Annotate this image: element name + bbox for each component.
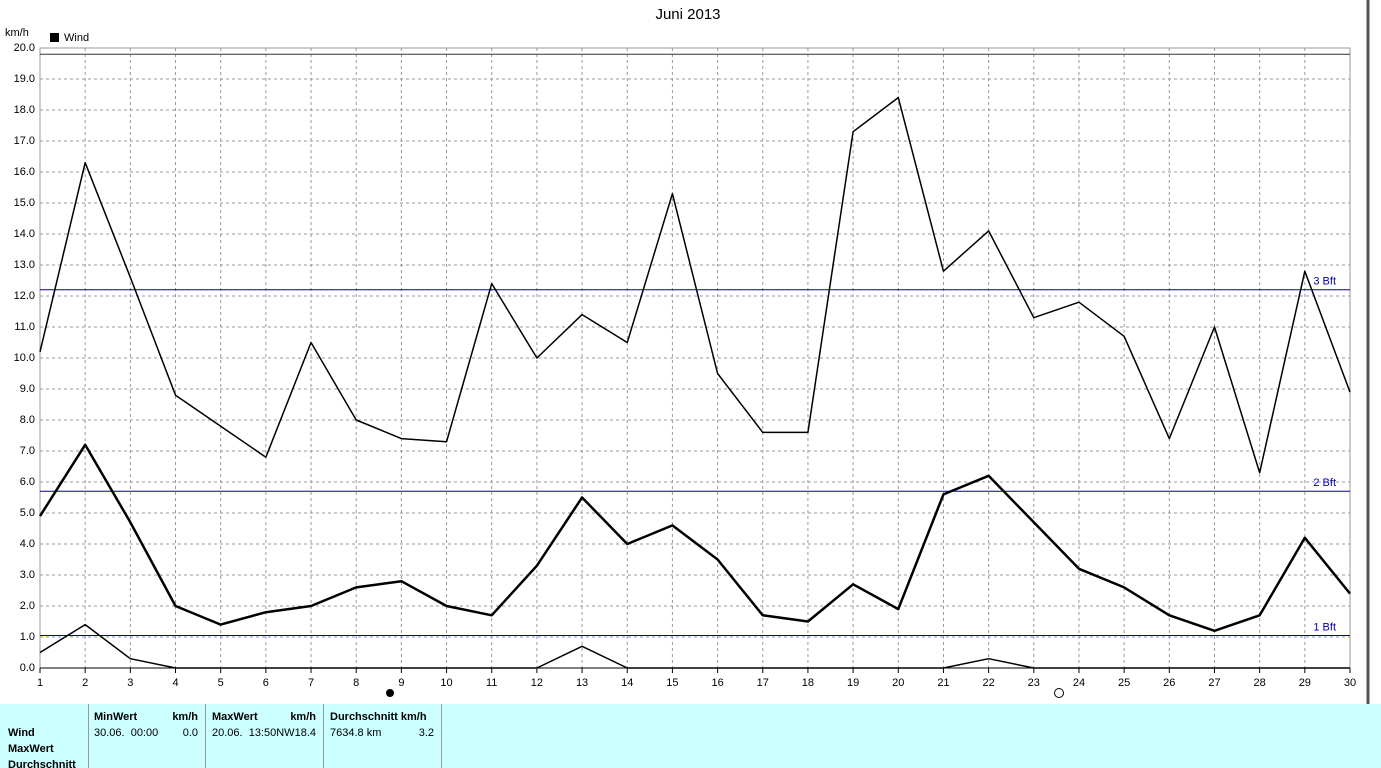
y-tick-label: 10.0 xyxy=(14,352,35,364)
column-separator xyxy=(441,704,442,768)
legend-swatch xyxy=(50,33,59,42)
y-tick-label: 5.0 xyxy=(20,507,35,519)
moon-full xyxy=(1054,688,1064,698)
x-tick-label: 18 xyxy=(802,677,814,689)
wind-line xyxy=(39,623,1350,669)
y-tick-label: 9.0 xyxy=(20,383,35,395)
x-tick-label: 6 xyxy=(263,677,269,689)
y-tick-label: 18.0 xyxy=(14,104,35,116)
reference-label: 1 Bft xyxy=(1313,621,1336,633)
x-tick-label: 20 xyxy=(892,677,904,689)
column-separator xyxy=(323,704,324,768)
y-tick-label: 7.0 xyxy=(20,445,35,457)
y-tick-label: 13.0 xyxy=(14,259,35,271)
y-tick-label: 0.0 xyxy=(20,662,35,674)
cell: 18.4 xyxy=(294,727,316,739)
x-tick-label: 23 xyxy=(1028,677,1040,689)
y-tick-label: 2.0 xyxy=(20,600,35,612)
x-tick-label: 8 xyxy=(353,677,359,689)
x-tick-label: 27 xyxy=(1208,677,1220,689)
x-tick-label: 15 xyxy=(666,677,678,689)
x-tick-label: 21 xyxy=(937,677,949,689)
x-tick-label: 13 xyxy=(576,677,588,689)
cell: 3.2 xyxy=(418,727,434,739)
x-tick-label: 29 xyxy=(1299,677,1311,689)
column-unit: km/h xyxy=(172,711,198,723)
x-tick-label: 11 xyxy=(486,677,497,689)
y-tick-label: 8.0 xyxy=(20,414,35,426)
x-tick-label: 4 xyxy=(172,677,178,689)
cell: 30.06. 00:00 xyxy=(94,727,159,739)
cell: 20.06. 13:50NW xyxy=(212,727,295,739)
y-tick-label: 4.0 xyxy=(20,538,35,550)
y-tick-label: 6.0 xyxy=(20,476,35,488)
x-tick-label: 25 xyxy=(1118,677,1130,689)
x-tick-label: 12 xyxy=(531,677,543,689)
x-tick-label: 14 xyxy=(621,677,633,689)
row-label: Wind xyxy=(8,727,35,739)
x-tick-label: 2 xyxy=(82,677,88,689)
moon-new xyxy=(386,689,394,697)
y-tick-label: 17.0 xyxy=(14,135,35,147)
x-tick-label: 1 xyxy=(37,677,43,689)
y-tick-label: 1.0 xyxy=(20,631,35,643)
chart: Juni 2013 km/h Wind 0.0 1.0 2.0 3.0 4.0 5.0 6.… xyxy=(5,0,1370,704)
y-tick-label: 3.0 xyxy=(20,569,35,581)
x-tick-label: 16 xyxy=(711,677,723,689)
x-tick-label: 5 xyxy=(218,677,224,689)
x-tick-label: 10 xyxy=(440,677,452,689)
x-tick-label: 30 xyxy=(1344,677,1356,689)
x-tick-label: 26 xyxy=(1163,677,1175,689)
wind-line xyxy=(38,443,1351,633)
y-tick-label: 19.0 xyxy=(14,73,35,85)
reference-label: 2 Bft xyxy=(1313,477,1336,489)
x-tick-label: 22 xyxy=(982,677,994,689)
x-tick-label: 9 xyxy=(398,677,404,689)
column-separator xyxy=(205,704,206,768)
row-label: MaxWert xyxy=(8,743,54,755)
summary-table: Wind MaxWert Durchschnitt MinWert km/h 30.06.… xyxy=(0,704,1381,768)
column-separator xyxy=(88,704,89,768)
cell: 7634.8 km xyxy=(330,727,382,739)
y-tick-label: 20.0 xyxy=(14,42,35,54)
x-tick-label: 7 xyxy=(308,677,314,689)
reference-label: 3 Bft xyxy=(1313,276,1336,288)
column-header: MaxWert xyxy=(212,711,258,723)
x-tick-label: 28 xyxy=(1254,677,1266,689)
y-tick-label: 12.0 xyxy=(14,290,35,302)
column-header: Durchschnitt km/h xyxy=(330,711,427,723)
legend-label: Wind xyxy=(64,32,89,44)
y-axis-label: km/h xyxy=(5,27,29,39)
y-tick-label: 11.0 xyxy=(14,321,35,333)
wind-line xyxy=(39,96,1351,474)
column-header: MinWert xyxy=(94,711,138,723)
column-unit: km/h xyxy=(290,711,316,723)
chart-title: Juni 2013 xyxy=(655,6,720,23)
x-tick-label: 3 xyxy=(127,677,133,689)
x-tick-label: 17 xyxy=(757,677,769,689)
x-tick-label: 24 xyxy=(1073,677,1085,689)
row-label: Durchschnitt xyxy=(8,759,76,768)
x-tick-label: 19 xyxy=(847,677,859,689)
y-tick-label: 16.0 xyxy=(14,166,35,178)
cell: 0.0 xyxy=(182,727,198,739)
y-tick-label: 14.0 xyxy=(14,228,35,240)
y-tick-label: 15.0 xyxy=(14,197,35,209)
